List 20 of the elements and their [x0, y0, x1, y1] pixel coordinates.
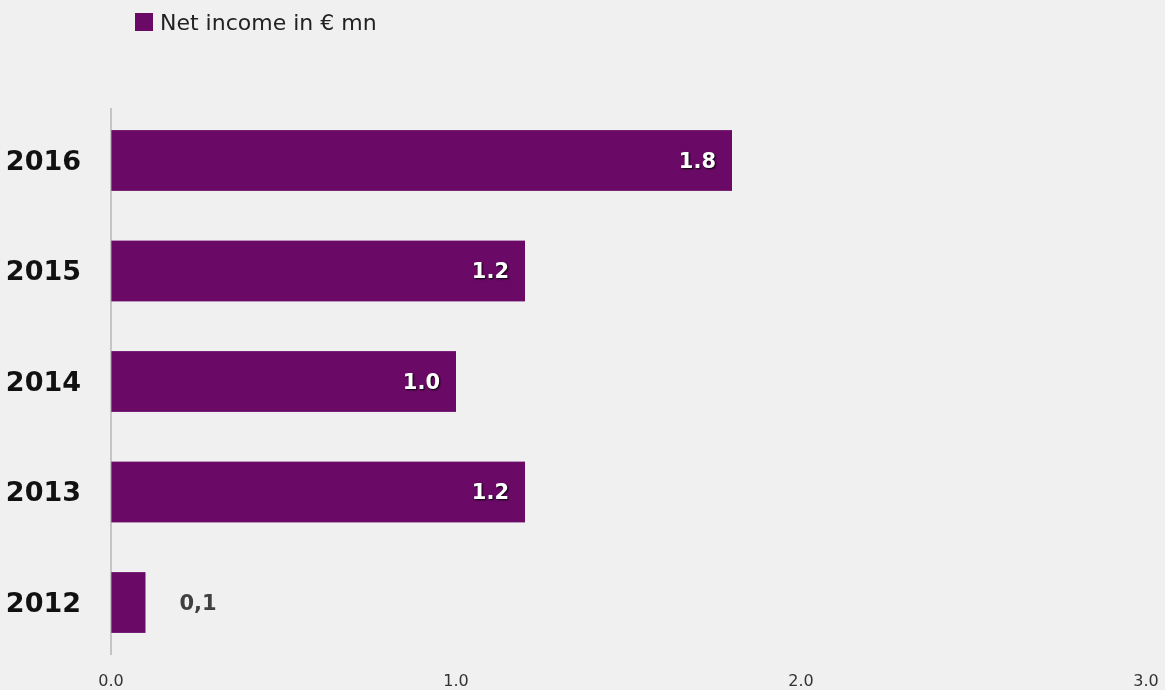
y-tick-label: 2016 [5, 144, 81, 176]
x-tick-label: 0.0 [98, 671, 124, 690]
bar [111, 461, 525, 523]
x-tick-label: 1.0 [443, 671, 469, 690]
x-tick-label: 3.0 [1133, 671, 1159, 690]
data-label: 0,1 [179, 590, 217, 615]
data-label: 1.2 [471, 259, 509, 284]
bar [111, 240, 525, 302]
y-tick-label: 2015 [5, 255, 81, 287]
bar [111, 572, 146, 633]
bar [111, 351, 456, 412]
x-tick-label: 2.0 [788, 671, 814, 690]
y-tick-label: 2014 [5, 365, 81, 397]
y-tick-label: 2013 [5, 476, 81, 508]
legend-label: Net income in € mn [160, 9, 377, 35]
bar [111, 130, 732, 191]
data-label: 1.2 [471, 480, 509, 505]
data-label: 1.8 [678, 148, 716, 173]
data-label: 1.0 [402, 369, 440, 394]
y-tick-label: 2012 [5, 586, 81, 618]
